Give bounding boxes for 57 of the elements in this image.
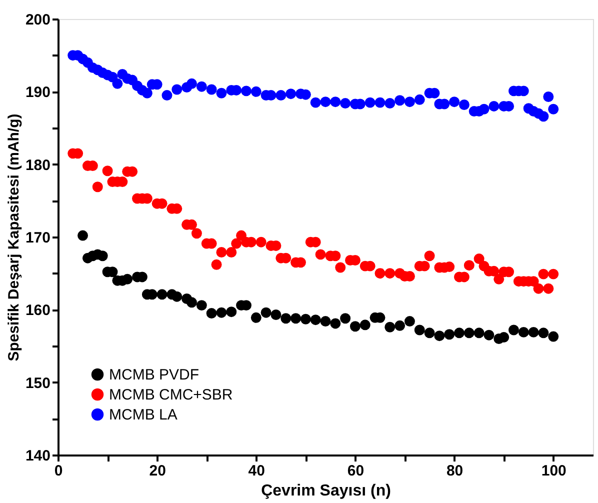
point <box>424 328 435 338</box>
point <box>156 289 168 300</box>
point <box>360 320 370 330</box>
point <box>196 300 207 311</box>
point <box>226 306 237 318</box>
point <box>97 250 108 262</box>
point <box>300 314 311 324</box>
x-tick-label: 0 <box>54 462 63 480</box>
point <box>280 313 292 324</box>
point <box>122 274 133 284</box>
x-tick-label: 80 <box>446 462 464 480</box>
y-axis-title: Spesifik Deşarj Kapasitesi (mAh/g) <box>5 114 22 362</box>
point <box>330 318 341 329</box>
point <box>78 230 88 241</box>
y-tick-label: 170 <box>25 230 50 246</box>
legend-label: MCMB LA <box>109 406 178 424</box>
point <box>474 328 484 338</box>
point <box>434 330 445 342</box>
point <box>414 324 425 336</box>
point <box>270 310 282 320</box>
x-axis-title: Çevrim Sayısı (n) <box>261 482 391 500</box>
point <box>172 291 182 302</box>
point <box>484 330 494 340</box>
point <box>548 331 559 342</box>
y-tick-label: 150 <box>25 374 50 392</box>
point <box>186 297 197 308</box>
y-tick-label: 180 <box>25 156 50 174</box>
point <box>518 326 529 338</box>
point <box>394 320 406 331</box>
x-tick-label: 100 <box>541 462 566 480</box>
point <box>498 332 510 343</box>
point <box>454 328 464 338</box>
point <box>350 321 360 332</box>
point <box>206 308 217 319</box>
point <box>538 328 549 338</box>
point <box>384 322 396 332</box>
y-tick-label: 140 <box>25 448 50 464</box>
point <box>290 313 302 324</box>
point <box>404 316 415 327</box>
point <box>310 314 321 326</box>
x-tick-label: 60 <box>347 462 364 480</box>
x-tick-label: 40 <box>248 462 265 480</box>
x-tick-label: 20 <box>149 462 166 480</box>
point <box>340 313 351 324</box>
point <box>250 312 262 323</box>
point <box>528 326 539 338</box>
legend-label: MCMB CMC+SBR <box>109 386 233 404</box>
point <box>260 307 272 318</box>
y-tick-label: 190 <box>25 84 50 102</box>
point <box>508 324 519 336</box>
point <box>464 328 474 338</box>
point <box>216 307 227 318</box>
point <box>320 316 331 327</box>
y-tick-label: 200 <box>25 12 50 28</box>
y-tick-label: 160 <box>25 302 50 320</box>
point <box>444 329 455 340</box>
legend-label: MCMB PVDF <box>109 366 199 384</box>
